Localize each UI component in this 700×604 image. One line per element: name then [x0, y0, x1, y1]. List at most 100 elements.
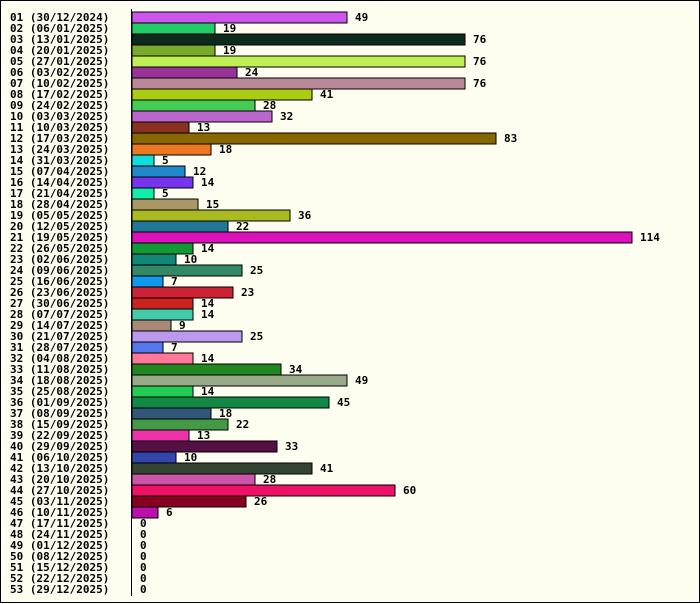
bar: [131, 396, 330, 409]
bar: [131, 132, 497, 145]
value-label: 49: [355, 374, 368, 387]
category-label: 20 (12/05/2025): [10, 220, 109, 233]
bar: [131, 275, 164, 288]
category-label: 42 (13/10/2025): [10, 462, 109, 475]
value-label: 0: [140, 539, 147, 552]
category-label: 49 (01/12/2025): [10, 539, 109, 552]
value-label: 15: [206, 198, 219, 211]
bar: [131, 462, 313, 475]
bar: [131, 407, 212, 420]
category-label: 37 (08/09/2025): [10, 407, 109, 420]
value-label: 0: [140, 550, 147, 563]
bar: [131, 440, 278, 453]
bar: [131, 473, 256, 486]
value-label: 26: [254, 495, 268, 508]
value-label: 45: [337, 396, 350, 409]
category-label: 31 (28/07/2025): [10, 341, 109, 354]
bar: [131, 154, 155, 167]
category-label: 30 (21/07/2025): [10, 330, 109, 343]
bar: [131, 297, 194, 310]
category-label: 10 (03/03/2025): [10, 110, 109, 123]
value-label: 7: [171, 275, 178, 288]
value-label: 10: [184, 253, 197, 266]
bar: [131, 176, 194, 189]
category-label: 39 (22/09/2025): [10, 429, 109, 442]
value-label: 13: [197, 429, 210, 442]
value-label: 5: [162, 154, 169, 167]
bar: [131, 385, 194, 398]
bar: [131, 165, 186, 178]
category-label: 14 (31/03/2025): [10, 154, 109, 167]
bar: [131, 209, 291, 222]
bar: [131, 506, 159, 519]
category-label: 36 (01/09/2025): [10, 396, 109, 409]
value-label: 5: [162, 187, 169, 200]
value-label: 25: [250, 330, 263, 343]
category-label: 46 (10/11/2025): [10, 506, 109, 519]
value-label: 14: [201, 352, 215, 365]
category-label: 13 (24/03/2025): [10, 143, 109, 156]
value-label: 10: [184, 451, 197, 464]
bar: [131, 374, 348, 387]
category-label: 50 (08/12/2025): [10, 550, 109, 563]
bar: [131, 44, 216, 57]
value-label: 22: [236, 418, 249, 431]
bar: [131, 264, 243, 277]
category-label: 45 (03/11/2025): [10, 495, 109, 508]
category-label: 48 (24/11/2025): [10, 528, 109, 541]
category-label: 05 (27/01/2025): [10, 55, 109, 68]
category-label: 24 (09/06/2025): [10, 264, 109, 277]
bar: [131, 319, 172, 332]
value-label: 14: [201, 242, 215, 255]
bar: [131, 66, 238, 79]
value-label: 0: [140, 572, 147, 585]
category-label: 38 (15/09/2025): [10, 418, 109, 431]
bar: [131, 22, 216, 35]
value-label: 25: [250, 264, 263, 277]
bar: [131, 121, 190, 134]
value-label: 19: [223, 44, 236, 57]
category-label: 27 (30/06/2025): [10, 297, 109, 310]
category-label: 34 (18/08/2025): [10, 374, 109, 387]
bar: [131, 11, 348, 24]
value-label: 0: [140, 561, 147, 574]
value-label: 28: [263, 99, 276, 112]
bar: [131, 286, 234, 299]
category-label: 17 (21/04/2025): [10, 187, 109, 200]
category-label: 51 (15/12/2025): [10, 561, 109, 574]
bar: [131, 495, 247, 508]
value-label: 49: [355, 11, 368, 24]
category-label: 19 (05/05/2025): [10, 209, 109, 222]
bar: [131, 88, 313, 101]
category-label: 53 (29/12/2025): [10, 583, 109, 596]
bar: [131, 77, 466, 90]
value-label: 32: [280, 110, 293, 123]
bar: [131, 198, 199, 211]
bar: [131, 220, 229, 233]
value-label: 14: [201, 176, 215, 189]
category-label: 26 (23/06/2025): [10, 286, 109, 299]
value-label: 34: [289, 363, 303, 376]
category-label: 02 (06/01/2025): [10, 22, 109, 35]
value-label: 18: [219, 143, 232, 156]
value-label: 76: [473, 33, 487, 46]
category-label: 08 (17/02/2025): [10, 88, 109, 101]
bar: [131, 330, 243, 343]
category-label: 11 (10/03/2025): [10, 121, 109, 134]
bar: [131, 484, 396, 497]
category-label: 32 (04/08/2025): [10, 352, 109, 365]
category-label: 25 (16/06/2025): [10, 275, 109, 288]
bar: [131, 110, 273, 123]
value-label: 13: [197, 121, 210, 134]
value-label: 33: [285, 440, 298, 453]
value-label: 24: [245, 66, 259, 79]
category-label: 21 (19/05/2025): [10, 231, 109, 244]
category-label: 06 (03/02/2025): [10, 66, 109, 79]
value-label: 14: [201, 297, 215, 310]
value-label: 0: [140, 517, 147, 530]
category-label: 12 (17/03/2025): [10, 132, 109, 145]
value-label: 83: [504, 132, 517, 145]
category-label: 47 (17/11/2025): [10, 517, 109, 530]
